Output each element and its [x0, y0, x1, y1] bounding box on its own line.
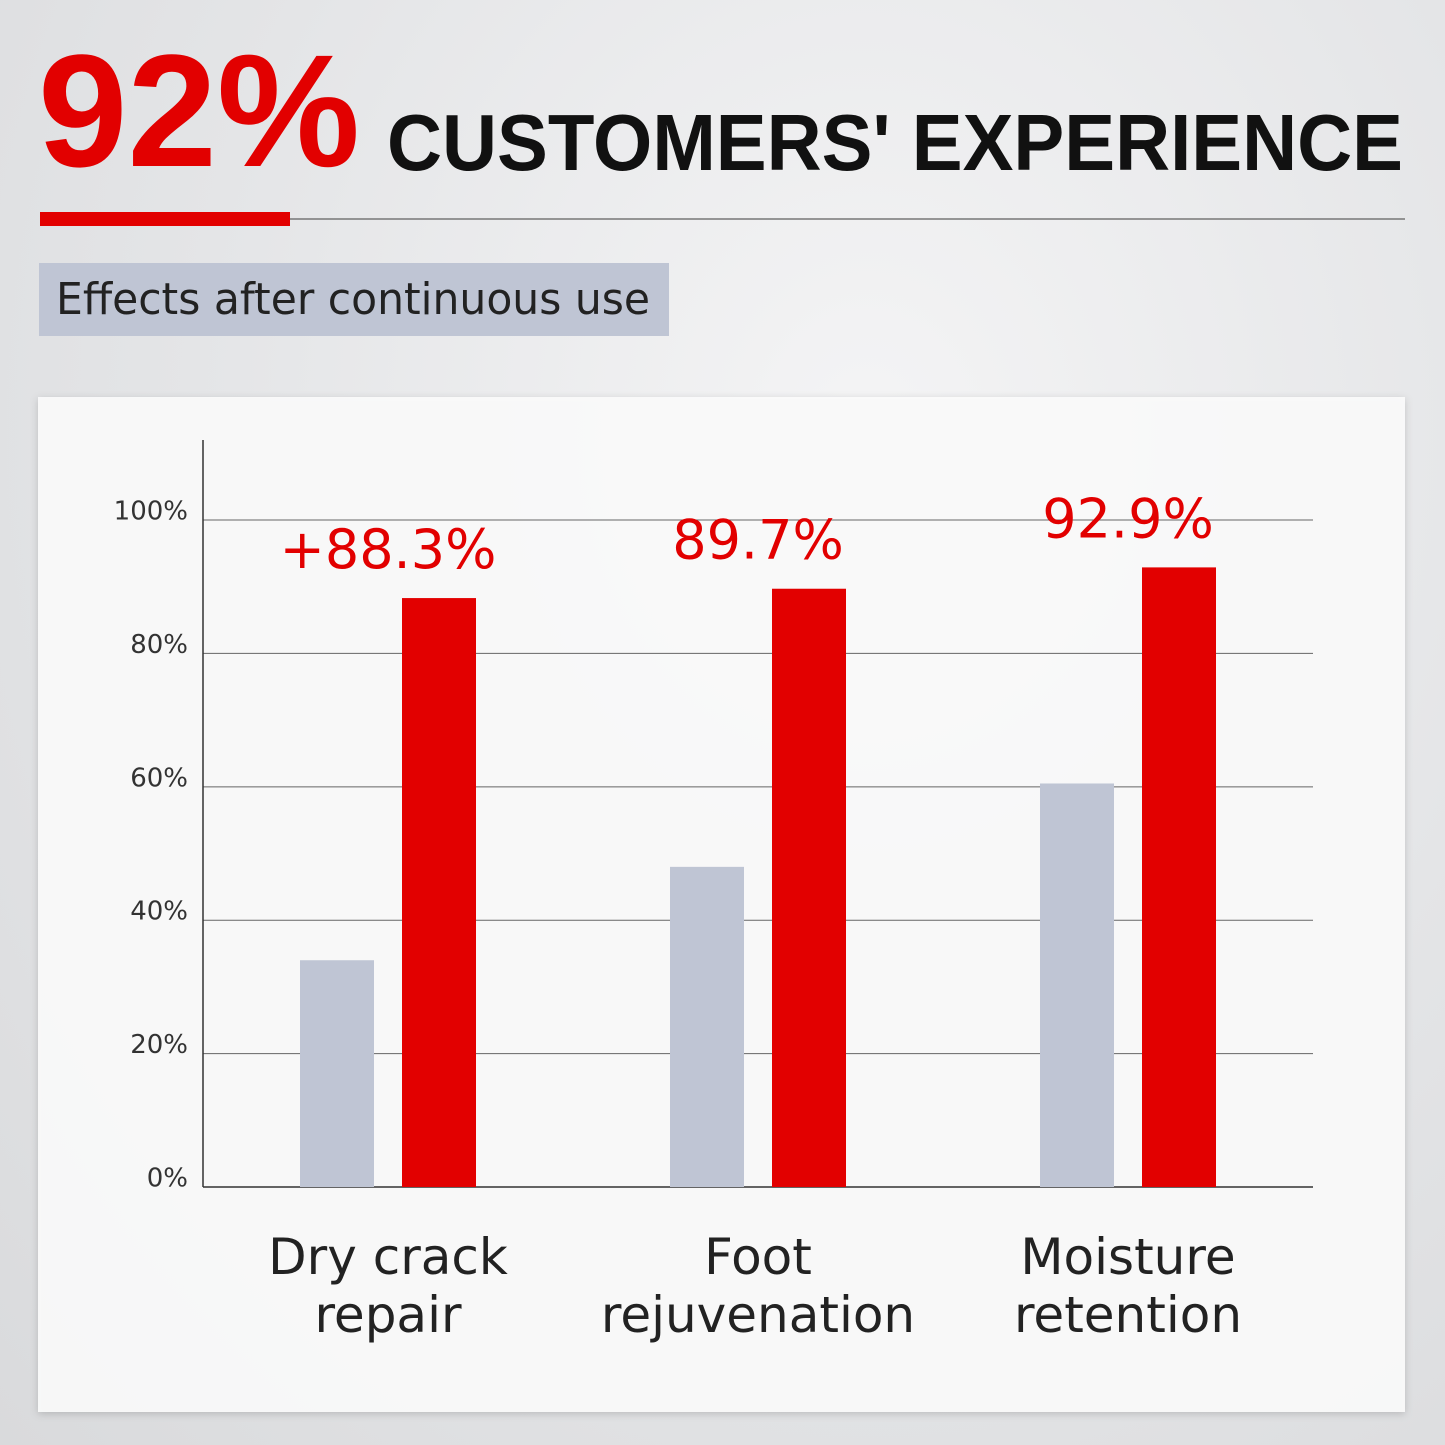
headline-title: CUSTOMERS' EXPERIENCE: [387, 98, 1403, 187]
bar: [772, 588, 846, 1187]
x-tick-label: Dry crack repair: [268, 1228, 508, 1344]
y-tick-label: 60%: [130, 763, 188, 793]
subtitle-box: [39, 263, 669, 336]
value-label: +88.3%: [280, 518, 497, 581]
bar: [1142, 567, 1216, 1187]
bar: [300, 960, 374, 1187]
value-label: 89.7%: [672, 509, 844, 572]
value-label: 92.9%: [1042, 487, 1214, 550]
bar: [1040, 783, 1114, 1187]
y-tick-label: 80%: [130, 630, 188, 660]
plot-area: 0% 20% 40% 60% 80% 100% +88.3% 89.7% 92.9%: [114, 440, 1313, 1194]
bar: [402, 598, 476, 1187]
y-tick-label: 100%: [114, 497, 188, 527]
x-tick-label: Moisture retention: [1013, 1228, 1243, 1344]
bar: [670, 866, 744, 1187]
subtitle: Effects after continuous use: [56, 274, 650, 325]
x-tick-label: Foot rejuvenation: [600, 1228, 916, 1344]
title-underline: [40, 212, 290, 226]
y-tick-label: 20%: [130, 1030, 188, 1060]
y-tick-label: 0%: [147, 1164, 188, 1194]
headline-highlight: 92%: [38, 21, 360, 200]
y-tick-label: 40%: [130, 897, 188, 927]
